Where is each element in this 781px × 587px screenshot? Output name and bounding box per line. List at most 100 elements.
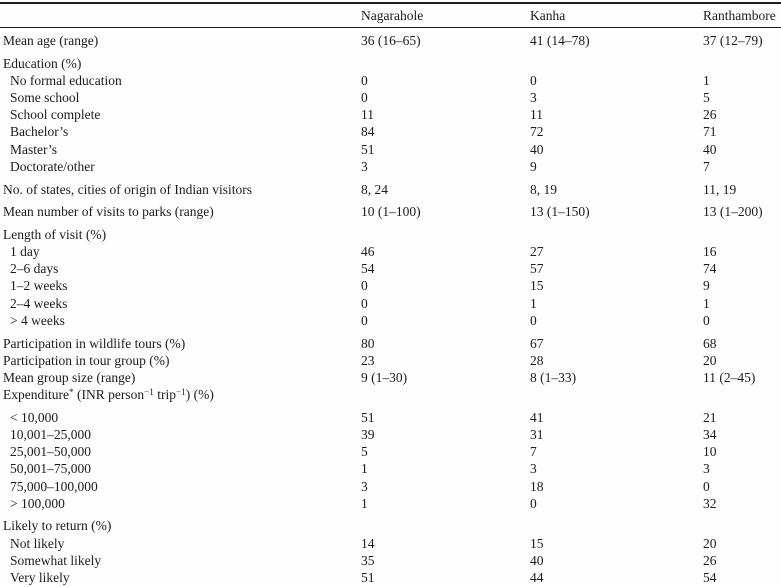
cell-value: 3 [703, 461, 710, 477]
cell-value: 1 [361, 461, 368, 477]
cell-value: 23 [361, 352, 375, 368]
table-row: 2–4 weeks 0 1 1 [0, 295, 781, 312]
cell-value: 72 [530, 124, 544, 140]
table-body: Mean age (range) 36 (16–65) 41 (14–78) 37 (… [0, 28, 781, 586]
row-label: 10,001–25,000 [10, 426, 91, 442]
cell-value: 74 [703, 261, 717, 277]
cell-value: 54 [361, 261, 375, 277]
row-label: < 10,000 [10, 409, 59, 425]
cell-value: 7 [703, 158, 710, 174]
table-row: 75,000–100,000 3 18 0 [0, 478, 781, 495]
row-label: 2–6 days [10, 261, 59, 277]
cell-value: 21 [703, 409, 717, 425]
column-header-kanha: Kanha [530, 7, 566, 23]
cell-value: 67 [530, 335, 544, 351]
row-label: 75,000–100,000 [10, 478, 98, 494]
cell-value: 13 (1–200) [703, 204, 763, 220]
table-row: Doctorate/other 3 9 7 [0, 158, 781, 175]
table-row: Very likely 51 44 54 [0, 569, 781, 586]
row-label: No. of states, cities of origin of India… [3, 181, 252, 197]
cell-value: 5 [703, 90, 710, 106]
cell-value: 34 [703, 426, 717, 442]
column-header-nagarahole: Nagarahole [361, 7, 424, 23]
table-row: Not likely 14 15 20 [0, 535, 781, 552]
table-row: Mean group size (range) 9 (1–30) 8 (1–33) 1… [0, 369, 781, 386]
cell-value: 57 [530, 261, 544, 277]
table-row: Participation in tour group (%) 23 28 20 [0, 352, 781, 369]
cell-value: 8, 24 [361, 181, 388, 197]
cell-value: 3 [530, 461, 537, 477]
row-label: Bachelor’s [10, 124, 69, 140]
cell-value: 20 [703, 352, 717, 368]
cell-value: 11 (2–45) [703, 369, 756, 385]
row-label: Very likely [10, 569, 70, 585]
cell-value: 40 [703, 141, 717, 157]
cell-value: 0 [530, 312, 537, 328]
cell-value: 3 [530, 90, 537, 106]
cell-value: 80 [361, 335, 375, 351]
cell-value: 28 [530, 352, 544, 368]
table-row: Somewhat likely 35 40 26 [0, 552, 781, 569]
cell-value: 0 [361, 312, 368, 328]
cell-value: 26 [703, 552, 717, 568]
table-row: < 10,000 51 41 21 [0, 409, 781, 426]
cell-value: 7 [530, 444, 537, 460]
row-label: Participation in tour group (%) [3, 352, 170, 368]
cell-value: 20 [703, 535, 717, 551]
cell-value: 26 [703, 107, 717, 123]
table-row: School complete 11 11 26 [0, 106, 781, 123]
row-label: 1–2 weeks [10, 278, 68, 294]
cell-value: 41 [530, 409, 544, 425]
cell-value: 16 [703, 244, 717, 260]
table-row: 1 day 46 27 16 [0, 243, 781, 260]
cell-value: 71 [703, 124, 717, 140]
table-top-rule [0, 2, 781, 4]
cell-value: 0 [530, 72, 537, 88]
cell-value: 0 [530, 495, 537, 511]
cell-value: 0 [703, 478, 710, 494]
cell-value: 10 (1–100) [361, 204, 421, 220]
table-row: No formal education 0 0 1 [0, 72, 781, 89]
table-row: Some school 0 3 5 [0, 89, 781, 106]
table-row: 1–2 weeks 0 15 9 [0, 277, 781, 294]
row-label: 2–4 weeks [10, 295, 68, 311]
cell-value: 0 [361, 278, 368, 294]
row-label: Master’s [10, 141, 57, 157]
row-label: Not likely [10, 535, 65, 551]
table-row: Education (%) [0, 55, 781, 72]
column-header-ranthambore: Ranthambore [703, 7, 776, 23]
cell-value: 18 [530, 478, 544, 494]
table-row: > 4 weeks 0 0 0 [0, 312, 781, 329]
cell-value: 9 [703, 278, 710, 294]
cell-value: 9 [530, 158, 537, 174]
cell-value: 13 (1–150) [530, 204, 590, 220]
cell-value: 68 [703, 335, 717, 351]
table-header-row: Nagarahole Kanha Ranthambore [0, 4, 781, 28]
cell-value: 11, 19 [703, 181, 737, 197]
cell-value: 54 [703, 569, 717, 585]
cell-value: 11 [361, 107, 374, 123]
cell-value: 10 [703, 444, 717, 460]
row-label: > 100,000 [10, 495, 65, 511]
cell-value: 1 [361, 495, 368, 511]
cell-value: 35 [361, 552, 375, 568]
cell-value: 3 [361, 158, 368, 174]
table-row: Mean age (range) 36 (16–65) 41 (14–78) 37 (… [0, 32, 781, 49]
table-row: Mean number of visits to parks (range) 10… [0, 203, 781, 220]
cell-value: 41 (14–78) [530, 33, 590, 48]
cell-value: 0 [361, 90, 368, 106]
cell-value: 46 [361, 244, 375, 260]
table-row: 25,001–50,000 5 7 10 [0, 443, 781, 460]
cell-value: 36 (16–65) [361, 33, 421, 48]
row-label: 25,001–50,000 [10, 444, 91, 460]
cell-value: 51 [361, 141, 375, 157]
row-label: Doctorate/other [10, 158, 95, 174]
cell-value: 8, 19 [530, 181, 557, 197]
row-label: Expenditure* (INR person−1 trip−1) (%) [3, 387, 214, 403]
row-label: School complete [10, 107, 101, 123]
table-row: Participation in wildlife tours (%) 80 67 6… [0, 335, 781, 352]
row-label: > 4 weeks [10, 312, 65, 328]
cell-value: 40 [530, 141, 544, 157]
table-row: 50,001–75,000 1 3 3 [0, 460, 781, 477]
cell-value: 40 [530, 552, 544, 568]
